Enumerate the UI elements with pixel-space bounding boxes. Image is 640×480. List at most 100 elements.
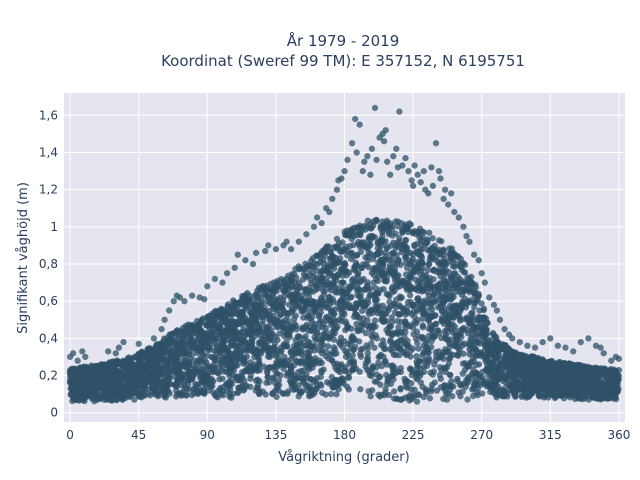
data-point: [426, 256, 433, 264]
data-point: [78, 387, 85, 395]
data-point: [416, 358, 423, 365]
data-point: [292, 312, 300, 319]
data-point: [432, 320, 440, 328]
data-point: [337, 338, 345, 346]
data-point: [430, 266, 438, 274]
data-point: [365, 308, 372, 315]
data-point: [434, 327, 442, 334]
data-point: [317, 373, 325, 381]
data-point: [70, 370, 77, 377]
data-point: [160, 335, 168, 342]
data-point: [367, 232, 374, 240]
data-point: [441, 284, 449, 291]
data-point: [482, 326, 490, 333]
data-point: [84, 373, 92, 381]
data-point: [321, 251, 329, 259]
data-point: [327, 390, 335, 398]
data-point: [425, 358, 432, 366]
data-point: [300, 367, 308, 374]
data-point: [467, 297, 474, 304]
data-point: [369, 362, 377, 370]
data-point: [91, 397, 98, 405]
data-point: [338, 317, 345, 325]
chart-subtitle: Koordinat (Sweref 99 TM): E 357152, N 61…: [161, 52, 525, 70]
data-point: [472, 281, 479, 289]
data-point: [467, 315, 475, 322]
data-point: [174, 366, 182, 374]
data-point: [558, 392, 565, 399]
data-point: [176, 341, 184, 348]
data-point: [469, 386, 476, 393]
data-point: [469, 309, 476, 316]
data-point: [413, 353, 420, 360]
data-point: [442, 330, 450, 338]
data-point: [407, 261, 415, 269]
data-point: [315, 346, 323, 354]
data-point: [390, 271, 397, 279]
data-point: [446, 250, 454, 257]
data-point: [467, 359, 475, 366]
data-point: [501, 392, 508, 399]
data-point: [418, 275, 425, 282]
data-point: [137, 392, 145, 400]
data-point: [473, 352, 481, 359]
data-point: [393, 395, 400, 403]
data-point: [413, 398, 421, 405]
data-point: [256, 361, 263, 368]
data-point: [442, 391, 450, 398]
data-point: [217, 390, 225, 398]
data-point: [441, 277, 448, 285]
data-point: [423, 389, 430, 397]
data-point: [300, 335, 308, 343]
data-point: [378, 238, 386, 245]
data-point: [233, 335, 241, 343]
data-points: [66, 104, 623, 405]
data-point: [430, 312, 438, 320]
data-point: [425, 229, 433, 237]
data-point: [487, 388, 494, 396]
data-point: [552, 376, 559, 383]
data-point: [259, 282, 267, 290]
data-point: [152, 382, 159, 390]
data-point: [111, 371, 119, 378]
data-point: [173, 383, 181, 390]
data-point: [379, 337, 387, 344]
data-point: [419, 383, 426, 391]
data-point: [460, 350, 467, 358]
data-point: [567, 365, 574, 372]
data-point: [443, 310, 450, 317]
data-point: [202, 372, 210, 380]
data-point: [606, 376, 613, 384]
data-point: [432, 254, 439, 262]
data-point: [357, 350, 364, 358]
data-point: [306, 289, 313, 296]
data-point: [452, 252, 459, 260]
data-point: [367, 250, 374, 258]
data-point: [392, 339, 400, 347]
data-point: [356, 327, 363, 334]
data-point: [446, 371, 454, 379]
data-point: [209, 367, 217, 375]
data-point: [457, 263, 465, 271]
data-point: [414, 364, 421, 372]
data-point: [374, 250, 382, 258]
data-point: [396, 234, 403, 242]
data-point: [225, 383, 233, 390]
data-point: [355, 286, 363, 294]
data-point: [367, 285, 374, 292]
data-point: [310, 325, 317, 332]
data-point: [472, 338, 479, 345]
data-point: [326, 248, 334, 256]
data-point: [341, 246, 349, 254]
data-point: [357, 385, 364, 393]
data-point: [439, 259, 447, 266]
data-point: [408, 366, 416, 373]
data-point: [268, 331, 275, 338]
data-point: [401, 324, 409, 331]
data-point: [534, 386, 541, 394]
data-point: [327, 309, 335, 317]
data-point: [468, 273, 475, 281]
data-point: [198, 327, 205, 334]
data-point: [493, 338, 501, 345]
data-point: [204, 352, 211, 359]
